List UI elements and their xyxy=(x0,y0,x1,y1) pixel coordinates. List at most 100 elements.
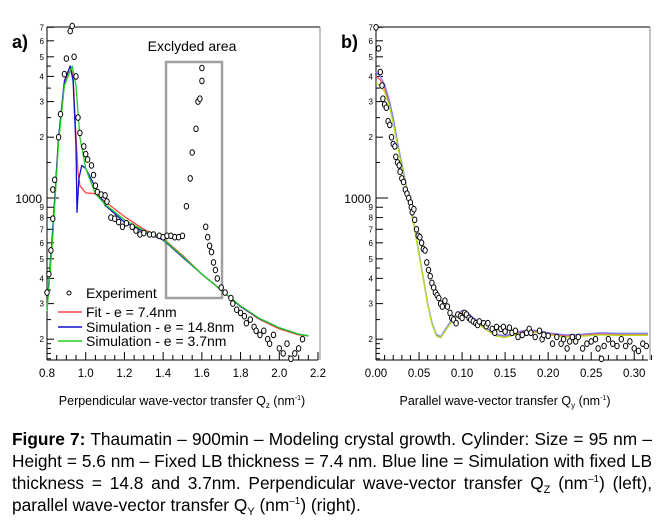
data-point xyxy=(506,324,513,332)
caption-line-2: nm – Height = 5.6 nm – Fixed LB thicknes… xyxy=(12,429,652,471)
x-tick-label: 0.15 xyxy=(494,368,516,380)
y-tick-label: 4 xyxy=(40,72,45,81)
data-point xyxy=(247,316,254,323)
x-tick-label: 0.00 xyxy=(365,368,387,380)
data-point xyxy=(622,342,629,350)
y-tick-label: 5 xyxy=(40,255,45,264)
caption-label: Figure 7: xyxy=(12,429,86,449)
y-tick-label: 3 xyxy=(369,300,374,309)
y-tick-label: 3 xyxy=(40,300,45,309)
data-point xyxy=(528,329,534,337)
data-point xyxy=(84,156,91,163)
panel-a-label: a) xyxy=(12,32,28,52)
data-point xyxy=(104,198,110,205)
data-point xyxy=(444,303,451,310)
data-point xyxy=(183,203,190,210)
data-point xyxy=(579,345,586,352)
data-point xyxy=(631,345,637,352)
data-point xyxy=(512,327,519,335)
data-point xyxy=(205,233,211,241)
data-point xyxy=(536,327,543,335)
data-point xyxy=(189,149,195,156)
data-point xyxy=(234,306,240,314)
data-point xyxy=(288,355,294,363)
x-tick-label: 1.4 xyxy=(155,368,172,380)
data-point xyxy=(425,266,432,274)
x-tick-label: 0.25 xyxy=(580,368,602,380)
data-point xyxy=(123,219,130,227)
data-point xyxy=(208,248,215,256)
data-point xyxy=(379,82,385,89)
data-point xyxy=(573,338,579,345)
data-point xyxy=(187,175,193,182)
series-line-sim37 xyxy=(46,65,309,337)
figure-caption: Figure 7: Thaumatin – 900min – Modeling … xyxy=(12,428,652,518)
data-point xyxy=(129,223,135,231)
data-point xyxy=(77,129,83,137)
data-point xyxy=(48,247,54,254)
data-point xyxy=(560,335,567,343)
data-point xyxy=(427,272,433,280)
legend-experiment-label: Experiment xyxy=(86,285,157,301)
x-tick-label: 0.05 xyxy=(408,368,430,380)
data-point xyxy=(392,143,398,150)
data-point xyxy=(380,95,386,102)
x-tick-label: 1.6 xyxy=(194,368,210,380)
data-point xyxy=(387,121,393,129)
data-point xyxy=(558,340,564,348)
y-tick-label: 2 xyxy=(369,335,374,344)
data-point xyxy=(212,266,219,274)
series-line-b_sim37 xyxy=(375,82,648,339)
data-point xyxy=(299,335,306,343)
data-point xyxy=(569,333,575,341)
y-tick-label: 6 xyxy=(369,239,374,248)
data-point xyxy=(411,205,417,213)
data-point xyxy=(424,259,430,266)
data-point xyxy=(61,70,68,78)
data-point xyxy=(57,110,64,118)
y-tick-label: 5 xyxy=(369,255,374,264)
data-point xyxy=(567,338,573,345)
data-point xyxy=(375,45,382,52)
data-point xyxy=(150,231,157,238)
caption-line-1: Thaumatin – 900min – Modeling crystal gr… xyxy=(85,429,608,449)
data-point xyxy=(635,347,642,355)
data-point xyxy=(284,340,290,348)
data-point xyxy=(418,239,425,247)
data-point xyxy=(203,223,209,231)
data-point xyxy=(588,338,594,345)
data-point xyxy=(442,297,448,305)
figure-plots: a) 0.8 1.0 1.2 1.4 1.6 1.8 2.0 2.2 234567891000… xyxy=(12,22,652,410)
y-tick-label: 4 xyxy=(369,274,374,283)
data-point xyxy=(643,342,649,350)
panel-b-x-ticks: 0.00 0.05 0.10 0.15 0.20 0.25 0.30 xyxy=(365,352,652,380)
data-point xyxy=(179,232,186,240)
data-point xyxy=(459,314,465,322)
panel-b-axes xyxy=(375,26,651,361)
x-tick-label: 0.20 xyxy=(537,368,559,380)
data-point xyxy=(564,345,570,352)
data-point xyxy=(592,335,599,343)
data-point xyxy=(276,345,282,352)
panel-a-x-ticks: 0.8 1.0 1.2 1.4 1.6 1.8 2.0 2.2 xyxy=(39,352,326,380)
data-point xyxy=(554,333,560,341)
series-line-b_fit xyxy=(375,75,648,338)
x-tick-label: 2.2 xyxy=(310,368,326,380)
y-tick-label: 6 xyxy=(369,37,374,46)
y-tick-label: 7 xyxy=(40,225,45,234)
legend-experiment-marker xyxy=(66,290,72,296)
data-point xyxy=(417,233,423,241)
data-point xyxy=(519,331,525,339)
series-line-b_sim148 xyxy=(375,71,648,338)
x-tick-label: 1.0 xyxy=(78,368,94,380)
y-tick-label: 8 xyxy=(40,214,45,223)
data-point xyxy=(270,331,277,339)
data-point xyxy=(266,340,273,348)
y-tick-label: 1000 xyxy=(15,192,42,206)
data-point xyxy=(197,95,203,102)
x-tick-label: 0.8 xyxy=(39,368,55,380)
data-point xyxy=(377,68,383,76)
data-point xyxy=(210,259,217,266)
data-point xyxy=(90,171,97,179)
